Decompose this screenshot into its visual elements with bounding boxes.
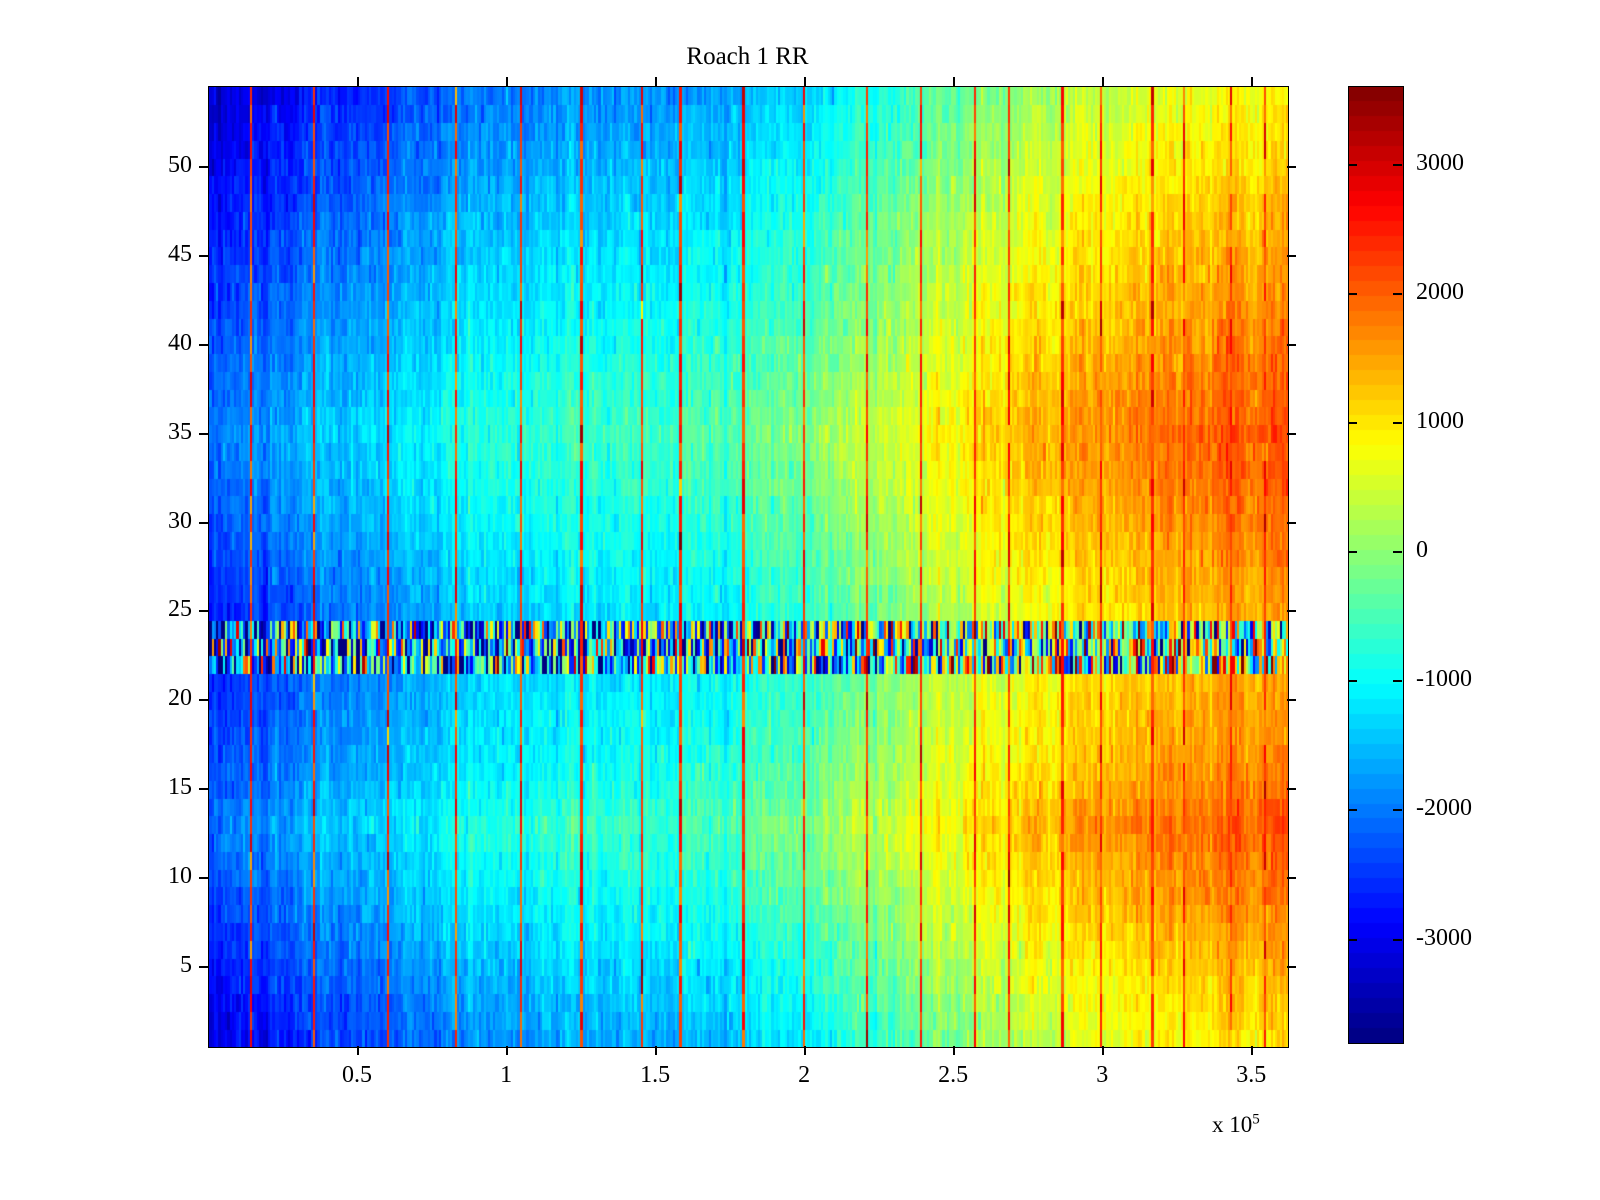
- x-axis-exponent-label: x 105: [1212, 1112, 1260, 1138]
- y-axis-tick: [199, 877, 208, 880]
- x-axis-tick-top: [655, 77, 658, 86]
- y-axis-tick-label: 25: [168, 596, 192, 623]
- y-axis-tick: [199, 788, 208, 791]
- colorbar-gradient: [1349, 87, 1403, 1043]
- y-axis-tick-right: [1287, 966, 1296, 968]
- y-axis-tick-right: [1287, 521, 1296, 524]
- x-axis-tick-label: 2.5: [938, 1062, 969, 1088]
- y-axis-tick-right: [1287, 254, 1296, 257]
- chart-title: Roach 1 RR: [686, 43, 809, 70]
- y-axis-tick-label: 35: [168, 418, 192, 445]
- colorbar-tick: [1393, 551, 1402, 554]
- x-axis-tick: [357, 1046, 360, 1055]
- y-axis-tick-label: 50: [168, 152, 192, 178]
- colorbar-tick: [1393, 809, 1402, 812]
- x-axis-tick-top: [1251, 77, 1254, 86]
- x-axis-tick: [655, 1046, 658, 1055]
- colorbar-tick: [1393, 163, 1402, 166]
- y-axis-tick: [199, 521, 208, 524]
- colorbar-tick: [1393, 938, 1402, 941]
- y-axis-tick-right: [1287, 343, 1296, 346]
- y-axis-tick: [199, 166, 208, 168]
- x-axis-tick: [506, 1046, 509, 1055]
- y-axis-tick-right: [1287, 877, 1296, 880]
- y-axis-tick: [199, 699, 208, 702]
- colorbar-tick: [1348, 421, 1357, 424]
- colorbar-tick: [1348, 551, 1357, 554]
- colorbar-tick: [1348, 809, 1357, 812]
- y-axis-tick: [199, 966, 208, 968]
- x-axis-tick-top: [357, 77, 360, 86]
- colorbar-tick-label: 0: [1416, 537, 1428, 564]
- colorbar-tick: [1348, 680, 1357, 683]
- colorbar-tick-label: -3000: [1416, 924, 1472, 951]
- x-exponent-base: x 10: [1212, 1112, 1253, 1137]
- colorbar-tick-label: 3000: [1416, 149, 1464, 176]
- x-axis-tick: [1102, 1046, 1105, 1055]
- y-axis-tick-right: [1287, 699, 1296, 702]
- y-axis-tick-label: 20: [168, 685, 192, 712]
- y-axis-tick: [199, 343, 208, 346]
- x-axis-tick: [804, 1046, 807, 1055]
- y-axis-tick-label: 15: [168, 774, 192, 801]
- colorbar-tick: [1393, 680, 1402, 683]
- colorbar-tick: [1348, 163, 1357, 166]
- x-axis-tick-label: 2: [798, 1062, 811, 1088]
- y-axis-tick-right: [1287, 432, 1296, 435]
- y-axis-tick: [199, 610, 208, 613]
- x-axis-tick-label: 1.5: [640, 1062, 671, 1088]
- colorbar-tick-label: -2000: [1416, 795, 1472, 822]
- y-axis-tick-label: 45: [168, 240, 192, 267]
- colorbar-tick-label: 2000: [1416, 278, 1464, 305]
- y-axis-tick: [199, 254, 208, 257]
- y-axis-tick-label: 30: [168, 507, 192, 534]
- colorbar-tick: [1393, 292, 1402, 295]
- heatmap-axes[interactable]: [208, 86, 1289, 1048]
- y-axis-tick: [199, 432, 208, 435]
- x-axis-tick-top: [953, 77, 956, 86]
- x-axis-tick-label: 1: [500, 1062, 513, 1088]
- colorbar-tick: [1348, 938, 1357, 941]
- x-axis-tick-top: [1102, 77, 1105, 86]
- colorbar[interactable]: [1348, 86, 1404, 1044]
- colorbar-tick: [1348, 292, 1357, 295]
- y-axis-tick-label: 10: [168, 863, 192, 890]
- colorbar-tick-label: -1000: [1416, 666, 1472, 693]
- x-axis-tick: [1251, 1046, 1254, 1055]
- x-axis-tick-label: 0.5: [342, 1062, 373, 1088]
- x-axis-tick-label: 3: [1096, 1062, 1109, 1088]
- y-axis-tick-right: [1287, 166, 1296, 168]
- y-axis-tick-label: 5: [180, 952, 192, 978]
- colorbar-tick-label: 1000: [1416, 407, 1464, 434]
- heatmap-image: [209, 87, 1288, 1047]
- x-axis-tick-label: 3.5: [1236, 1062, 1267, 1088]
- x-axis-tick-top: [506, 77, 509, 86]
- x-exponent-power: 5: [1252, 1111, 1260, 1128]
- y-axis-tick-right: [1287, 788, 1296, 791]
- x-axis-tick-top: [804, 77, 807, 86]
- colorbar-tick: [1393, 421, 1402, 424]
- y-axis-tick-right: [1287, 610, 1296, 613]
- y-axis-tick-label: 40: [168, 329, 192, 356]
- x-axis-tick: [953, 1046, 956, 1055]
